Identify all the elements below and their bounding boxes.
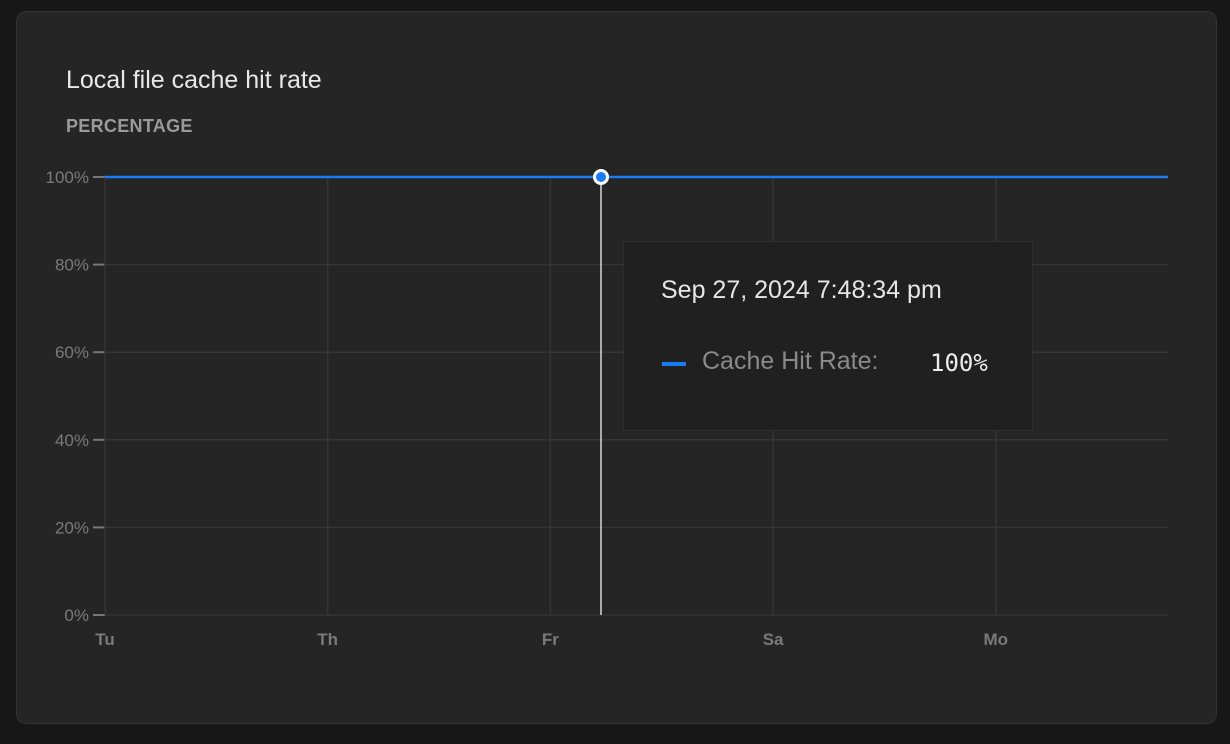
x-tick-label: Mo — [984, 630, 1009, 649]
tooltip-date: Sep 27, 2024 7:48:34 pm — [661, 276, 942, 304]
hover-point — [596, 172, 606, 182]
series-swatch — [662, 362, 686, 366]
x-tick-label: Sa — [763, 630, 784, 649]
chart-subtitle: PERCENTAGE — [66, 116, 193, 136]
y-tick-label: 40% — [55, 431, 89, 450]
y-tick-label: 0% — [64, 606, 89, 625]
tooltip-series-label: Cache Hit Rate: — [702, 347, 879, 375]
y-tick-label: 80% — [55, 256, 89, 275]
x-tick-label: Fr — [542, 630, 559, 649]
x-tick-label: Tu — [95, 630, 115, 649]
chart-tooltip: Sep 27, 2024 7:48:34 pm Cache Hit Rate: … — [623, 241, 1033, 431]
x-tick-label: Th — [317, 630, 338, 649]
y-tick-label: 100% — [46, 168, 89, 187]
y-tick-label: 60% — [55, 343, 89, 362]
y-tick-label: 20% — [55, 518, 89, 537]
chart-title: Local file cache hit rate — [66, 66, 322, 94]
tooltip-value: 100% — [930, 349, 988, 377]
